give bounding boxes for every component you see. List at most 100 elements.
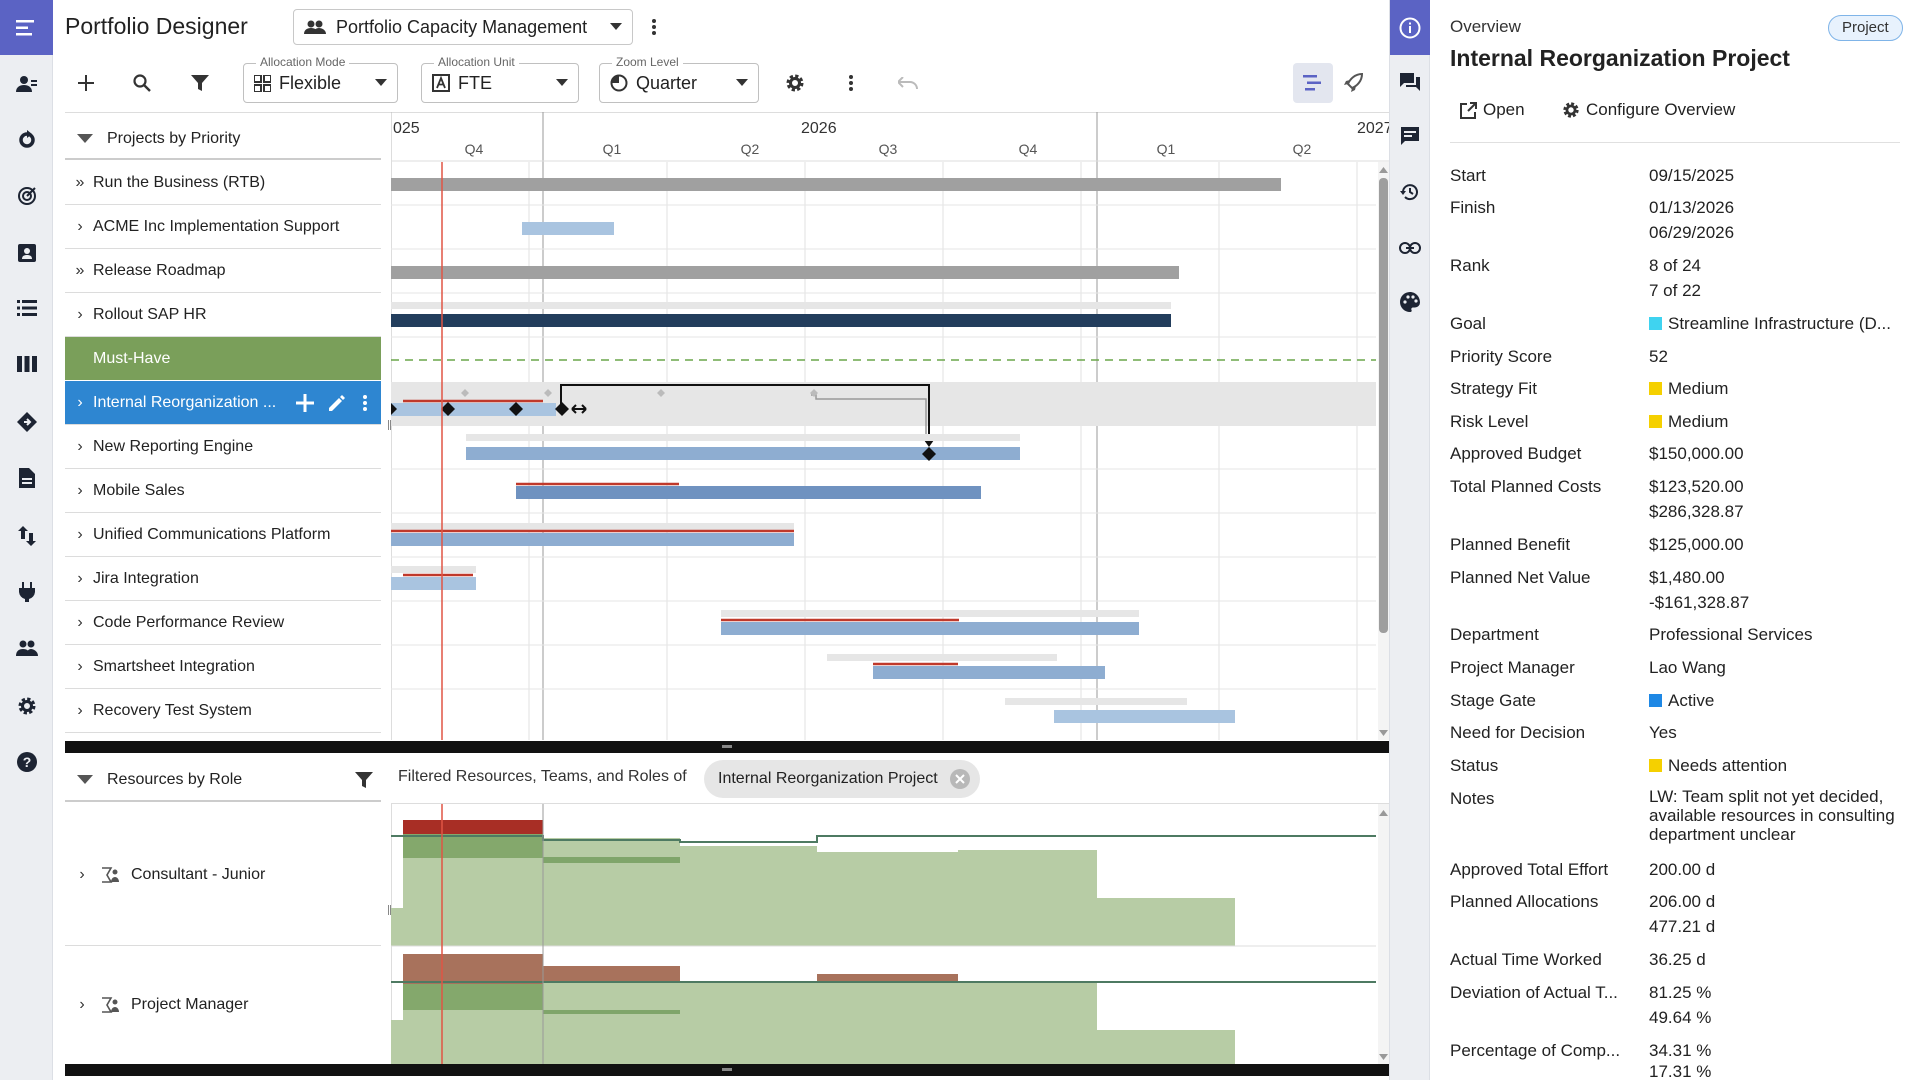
allocation-block[interactable] [1097, 898, 1235, 946]
target-icon[interactable] [0, 178, 53, 214]
project-row[interactable]: › Mobile Sales [65, 469, 381, 513]
gantt-bar[interactable] [516, 486, 981, 499]
project-row[interactable]: › Jira Integration [65, 557, 381, 601]
zoom-level-select[interactable]: Zoom Level Quarter [599, 55, 759, 103]
allocation-block[interactable] [817, 852, 958, 946]
expand-icon[interactable]: › [77, 437, 83, 455]
gantt-bar[interactable] [873, 666, 1105, 679]
project-row[interactable]: › Rollout SAP HR [65, 293, 381, 337]
gantt-bar[interactable] [391, 403, 556, 416]
plug-icon[interactable] [0, 574, 53, 610]
scroll-down-icon[interactable] [1379, 730, 1388, 736]
allocation-block[interactable] [680, 846, 817, 946]
menu-icon[interactable] [0, 0, 53, 55]
search-icon[interactable] [124, 65, 160, 101]
allocation-block[interactable] [958, 850, 1097, 946]
allocation-block[interactable] [543, 1010, 680, 1014]
close-circle-icon[interactable] [949, 769, 970, 789]
expand-icon[interactable]: › [77, 525, 83, 543]
scroll-down-icon[interactable] [1379, 1054, 1388, 1060]
overallocation-block[interactable] [403, 954, 543, 984]
expand-icon[interactable]: › [77, 657, 83, 675]
expand-icon[interactable]: » [75, 261, 85, 279]
gear-icon[interactable] [0, 688, 53, 724]
allocation-unit-select[interactable]: Allocation Unit FTE [421, 55, 579, 103]
allocation-block[interactable] [391, 908, 403, 946]
gantt-bar[interactable] [391, 533, 794, 546]
gantt-bar[interactable] [522, 222, 614, 235]
expand-icon[interactable]: › [77, 613, 83, 631]
more-vert-icon[interactable] [636, 9, 672, 45]
link-icon[interactable] [1390, 230, 1430, 266]
help-icon[interactable]: ? [0, 744, 53, 780]
gantt-bar[interactable] [391, 577, 476, 590]
allocation-mode-select[interactable]: Allocation Mode Flexible [243, 55, 398, 103]
settings-icon[interactable] [777, 65, 813, 101]
users-icon[interactable] [0, 66, 53, 102]
milestone-diamond[interactable] [441, 402, 455, 416]
expand-icon[interactable]: › [77, 701, 83, 719]
allocation-block[interactable] [403, 1010, 543, 1064]
allocation-block[interactable] [391, 1020, 403, 1064]
project-row[interactable]: › Unified Communications Platform [65, 513, 381, 557]
project-row[interactable]: › Code Performance Review [65, 601, 381, 645]
add-icon[interactable] [68, 65, 104, 101]
overallocation-block[interactable] [543, 966, 680, 982]
allocation-block[interactable] [680, 982, 817, 1064]
edit-icon[interactable] [327, 393, 347, 413]
expand-icon[interactable]: › [77, 305, 83, 323]
gantt-bar[interactable] [391, 314, 1171, 327]
chevron-down-icon[interactable] [77, 775, 93, 785]
expand-icon[interactable]: › [77, 217, 83, 235]
project-row[interactable]: › ACME Inc Implementation Support [65, 205, 381, 249]
chevron-down-icon[interactable] [77, 134, 93, 144]
allocation-block[interactable] [403, 984, 543, 1010]
overallocation-block[interactable] [817, 974, 958, 982]
resource-row[interactable]: › Project Manager [65, 946, 381, 1064]
project-row[interactable]: › Smartsheet Integration [65, 645, 381, 689]
allocation-block[interactable] [543, 982, 680, 1064]
expand-icon[interactable]: › [79, 996, 85, 1013]
splitter-handle[interactable] [722, 1068, 732, 1071]
resource-row[interactable]: › Consultant - Junior [65, 804, 381, 946]
chat-icon[interactable] [1390, 64, 1430, 100]
undo-icon[interactable] [890, 65, 926, 101]
gantt-bar[interactable] [1054, 710, 1235, 723]
document-icon[interactable] [0, 460, 53, 496]
diamond-icon[interactable] [0, 404, 53, 440]
gantt-bar[interactable] [391, 178, 1281, 191]
allocation-block[interactable] [403, 858, 543, 946]
project-row[interactable]: » Release Roadmap [65, 249, 381, 293]
project-row[interactable]: › Recovery Test System [65, 689, 381, 733]
history-icon[interactable] [1390, 174, 1430, 210]
filter-icon[interactable] [182, 65, 218, 101]
resources-header[interactable]: Resources by Role [65, 760, 381, 802]
expand-icon[interactable]: › [77, 393, 83, 411]
project-row-selected[interactable]: › Internal Reorganization ... [65, 381, 381, 425]
configure-overview-button[interactable]: Configure Overview [1562, 100, 1735, 120]
allocation-block[interactable] [1097, 1030, 1235, 1064]
palette-icon[interactable] [1390, 284, 1430, 320]
allocation-block[interactable] [543, 857, 680, 863]
expand-icon[interactable]: › [77, 481, 83, 499]
filter-icon[interactable] [355, 771, 373, 789]
projects-header[interactable]: Projects by Priority [65, 120, 381, 160]
more-vert-icon[interactable] [363, 394, 367, 411]
gantt-view-icon[interactable] [1293, 63, 1333, 103]
open-button[interactable]: Open [1460, 100, 1525, 120]
resize-handle[interactable] [571, 404, 587, 414]
rocket-icon[interactable] [1333, 63, 1373, 103]
list-icon[interactable] [0, 290, 53, 326]
allocation-block[interactable] [543, 838, 680, 946]
columns-icon[interactable] [0, 346, 53, 382]
more-vert-icon[interactable] [833, 65, 869, 101]
expand-icon[interactable]: › [77, 569, 83, 587]
info-icon[interactable] [1390, 0, 1430, 55]
expand-icon[interactable]: › [79, 865, 85, 883]
portfolio-select[interactable]: Portfolio Capacity Management [293, 9, 633, 45]
refresh-icon[interactable] [0, 122, 53, 158]
allocation-block[interactable] [403, 834, 543, 858]
gantt-bar[interactable] [391, 266, 1179, 279]
scroll-up-icon[interactable] [1379, 167, 1388, 173]
milestone-diamond[interactable] [509, 402, 523, 416]
